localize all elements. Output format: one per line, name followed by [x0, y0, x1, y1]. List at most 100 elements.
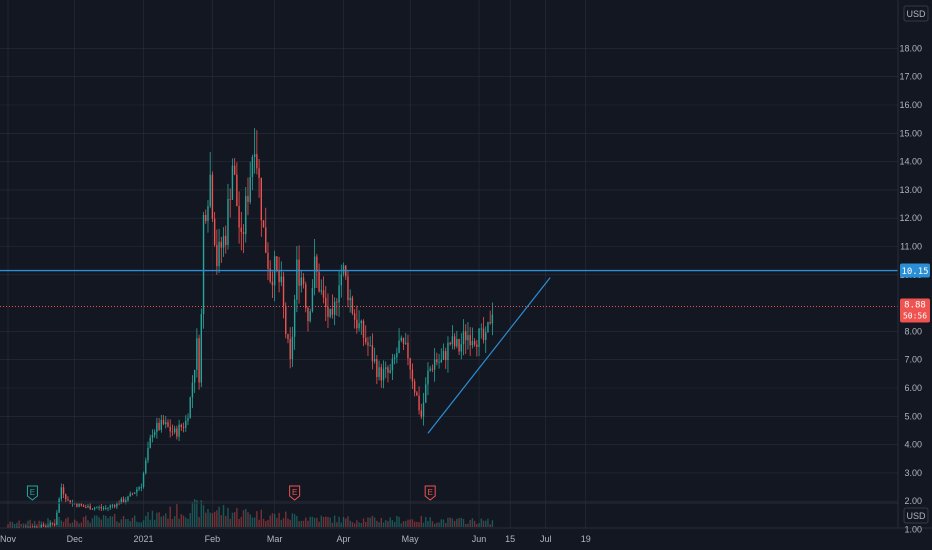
candle-body[interactable] [309, 311, 311, 322]
candle-body[interactable] [391, 358, 394, 371]
candle-body[interactable] [189, 397, 191, 418]
candle-body[interactable] [318, 271, 320, 292]
candle-body[interactable] [369, 345, 371, 346]
candle-body[interactable] [360, 320, 362, 324]
candle-body[interactable] [476, 344, 478, 347]
candle-body[interactable] [489, 322, 491, 324]
candle-body[interactable] [293, 299, 296, 337]
candle-body[interactable] [162, 419, 165, 425]
candle-body[interactable] [67, 499, 69, 501]
candle-body[interactable] [289, 339, 291, 360]
candle-body[interactable] [233, 165, 236, 175]
earnings-marker[interactable]: E [424, 485, 436, 501]
candle-body[interactable] [29, 527, 31, 528]
candle-body[interactable] [351, 297, 354, 314]
candle-body[interactable] [331, 308, 334, 315]
drawings[interactable] [0, 269, 898, 434]
candle-body[interactable] [76, 503, 78, 507]
candle-body[interactable] [460, 344, 462, 352]
candle-body[interactable] [280, 276, 283, 283]
candle-body[interactable] [353, 313, 356, 320]
candle-body[interactable] [385, 367, 387, 369]
candle-body[interactable] [211, 174, 214, 219]
candle-body[interactable] [91, 508, 94, 510]
currency-badge[interactable] [903, 5, 929, 22]
candle-body[interactable] [405, 342, 407, 344]
candle-body[interactable] [491, 314, 494, 324]
candle-body[interactable] [120, 498, 123, 504]
candle-body[interactable] [396, 352, 398, 358]
candle-body[interactable] [338, 285, 340, 303]
candle-body[interactable] [193, 369, 196, 383]
candle-body[interactable] [202, 214, 205, 315]
candle-body[interactable] [282, 276, 285, 306]
candle-body[interactable] [207, 206, 209, 222]
candle-body[interactable] [245, 196, 247, 235]
candle-body[interactable] [209, 174, 211, 207]
candle-body[interactable] [142, 473, 145, 487]
candle-body[interactable] [313, 256, 316, 288]
candle-body[interactable] [158, 422, 160, 430]
candle-body[interactable] [62, 487, 65, 495]
candle-body[interactable] [327, 306, 329, 317]
candle-body[interactable] [116, 502, 118, 507]
candle-body[interactable] [196, 338, 198, 370]
candle-body[interactable] [356, 319, 358, 329]
candle-body[interactable] [213, 218, 216, 245]
candle-body[interactable] [278, 270, 280, 283]
candle-body[interactable] [260, 177, 263, 221]
candle-body[interactable] [413, 381, 416, 393]
candle-body[interactable] [220, 241, 223, 248]
candle-body[interactable] [427, 370, 429, 385]
candle-body[interactable] [269, 268, 271, 282]
candle-body[interactable] [347, 276, 349, 301]
candle-body[interactable] [87, 506, 89, 508]
candle-body[interactable] [78, 503, 80, 507]
candle-body[interactable] [436, 359, 438, 363]
candle-body[interactable] [85, 506, 87, 508]
candle-body[interactable] [376, 359, 378, 378]
candle-body[interactable] [216, 244, 218, 267]
candle-body[interactable] [198, 338, 200, 383]
candle-body[interactable] [302, 277, 305, 285]
candle-body[interactable] [127, 496, 129, 501]
candle-body[interactable] [442, 351, 445, 360]
candle-body[interactable] [225, 235, 227, 246]
candle-body[interactable] [153, 432, 156, 436]
candle-body[interactable] [449, 342, 451, 345]
candle-body[interactable] [382, 368, 385, 381]
candle-body[interactable] [45, 526, 47, 527]
candle-body[interactable] [249, 176, 251, 202]
candle-body[interactable] [478, 328, 480, 347]
candle-body[interactable] [240, 227, 243, 233]
candle-body[interactable] [182, 426, 185, 428]
candle-body[interactable] [173, 428, 176, 433]
candle-body[interactable] [167, 422, 169, 427]
candle-body[interactable] [218, 241, 220, 267]
candle-body[interactable] [458, 339, 460, 352]
candle-body[interactable] [69, 500, 71, 504]
candle-body[interactable] [311, 287, 314, 312]
candle-body[interactable] [205, 214, 207, 222]
candle-body[interactable] [229, 199, 231, 200]
candle-body[interactable] [53, 524, 56, 525]
candle-body[interactable] [320, 290, 323, 292]
candle-body[interactable] [251, 156, 254, 177]
volume-currency-badge[interactable] [903, 507, 929, 524]
candle-body[interactable] [378, 367, 380, 378]
candle-body[interactable] [336, 301, 338, 303]
candle-body[interactable] [200, 314, 203, 383]
candle-body[interactable] [485, 332, 487, 341]
candle-body[interactable] [422, 402, 425, 417]
candle-body[interactable] [296, 259, 298, 300]
candle-body[interactable] [80, 503, 83, 506]
candle-body[interactable] [285, 305, 287, 334]
candle-body[interactable] [329, 308, 331, 317]
candle-body[interactable] [125, 500, 127, 503]
candle-body[interactable] [325, 297, 327, 307]
candle-body[interactable] [40, 524, 43, 529]
candle-body[interactable] [49, 523, 51, 526]
earnings-marker[interactable]: E [289, 485, 301, 501]
candle-body[interactable] [358, 323, 360, 329]
candle-body[interactable] [47, 525, 49, 527]
